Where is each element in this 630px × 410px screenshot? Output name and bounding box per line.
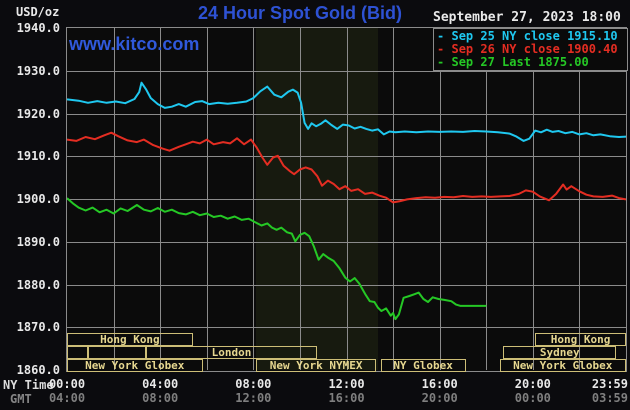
session-box-hong-kong: Hong Kong — [535, 333, 626, 346]
session-box-london: London — [145, 346, 318, 359]
y-tick-label: 1860.0 — [16, 363, 60, 377]
gmt-time-tick-0400: 04:00 — [48, 391, 86, 405]
ny-time-tick-2000: 20:00 — [514, 377, 551, 391]
price-line-sep-25 — [67, 81, 626, 142]
gridline-horizontal — [67, 199, 626, 200]
gmt-time-tick-0800: 08:00 — [142, 391, 179, 405]
session-box-new-york-globex: New York Globex — [67, 358, 203, 372]
session-box-sydney: Sydney — [503, 346, 616, 359]
legend-dash-sep26: - — [437, 42, 445, 56]
gridline-horizontal — [67, 242, 626, 243]
session-box — [87, 346, 146, 359]
session-box-new-york-nymex: New York NYMEX — [256, 358, 376, 372]
ny-time-tick-0000: 00:00 — [48, 377, 86, 391]
y-tick-label: 1870.0 — [16, 320, 60, 335]
y-tick-label: 1880.0 — [16, 277, 60, 292]
plot-area: www.kitco.com — [66, 27, 627, 372]
timestamp-label: September 27, 2023 18:00 — [433, 10, 621, 25]
gridline-horizontal — [67, 71, 626, 72]
y-tick-label: 1920.0 — [16, 106, 60, 121]
gmt-time-tick-2000: 20:00 — [421, 391, 458, 405]
price-line-sep-27 — [67, 197, 487, 321]
ny-time-tick-1200: 12:00 — [328, 377, 365, 391]
gridline-horizontal — [67, 327, 626, 328]
ny-time-tick-0800: 08:00 — [235, 377, 272, 391]
legend-row-sep25: - Sep 25 NY close 1915.10 — [437, 30, 627, 43]
y-tick-label: 1930.0 — [16, 63, 60, 78]
legend-label-sep25: Sep 25 NY close 1915.10 — [451, 29, 618, 43]
y-axis-unit-label: USD/oz — [16, 5, 60, 19]
ny-time-axis-label: NY Time — [3, 378, 54, 392]
legend-label-sep26: Sep 26 NY close 1900.40 — [451, 42, 618, 56]
gmt-time-tick-1200: 12:00 — [235, 391, 272, 405]
session-box-ny-globex: NY Globex — [380, 358, 466, 372]
legend-row-sep26: - Sep 26 NY close 1900.40 — [437, 43, 627, 56]
price-lines-svg — [67, 81, 626, 321]
ny-time-tick-0400: 04:00 — [142, 377, 179, 391]
ny-time-tick-2359: 23:59 — [591, 377, 628, 391]
legend-box: - Sep 25 NY close 1915.10 - Sep 26 NY cl… — [433, 28, 628, 71]
legend-label-sep27: Sep 27 Last 1875.00 — [451, 55, 589, 69]
gridline-horizontal — [67, 114, 626, 115]
session-box-hong-kong: Hong Kong — [67, 333, 193, 346]
gmt-axis-label: GMT — [10, 392, 32, 406]
legend-row-sep27: - Sep 27 Last 1875.00 — [437, 56, 627, 69]
ny-time-tick-1600: 16:00 — [421, 377, 458, 391]
legend-dash-sep25: - — [437, 29, 445, 43]
y-tick-label: 1940.0 — [16, 21, 60, 35]
gridline-horizontal — [67, 156, 626, 157]
price-line-sep-26 — [67, 131, 626, 204]
plot-grid-and-lines — [67, 28, 626, 370]
gmt-time-tick-1600: 16:00 — [328, 391, 365, 405]
gmt-time-tick-0000: 00:00 — [514, 391, 551, 405]
y-tick-label: 1900.0 — [16, 192, 60, 206]
gridline-horizontal — [67, 285, 626, 286]
y-tick-label: 1890.0 — [16, 234, 60, 249]
y-tick-label: 1910.0 — [16, 149, 60, 164]
session-box — [67, 346, 88, 359]
legend-dash-sep27: - — [437, 55, 445, 69]
chart-title: 24 Hour Spot Gold (Bid) — [198, 3, 402, 23]
session-box-new-york-globex: New York Globex — [499, 358, 626, 372]
gmt-time-tick-0359: 03:59 — [591, 391, 628, 405]
kitco-watermark: www.kitco.com — [69, 34, 200, 54]
